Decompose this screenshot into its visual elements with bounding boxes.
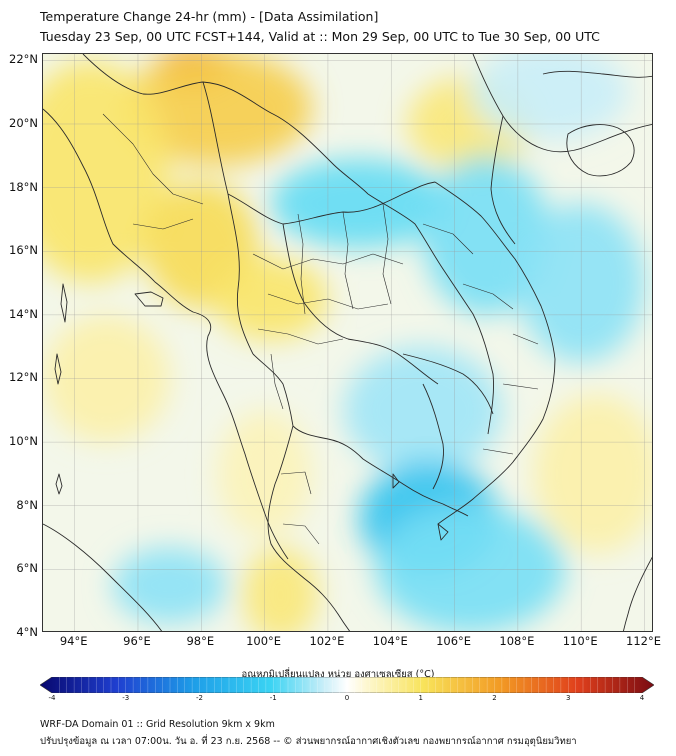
field-blob bbox=[242, 547, 319, 631]
lon-tick-label: 94°E bbox=[59, 634, 88, 648]
map-subtitle: Tuesday 23 Sep, 00 UTC FCST+144, Valid a… bbox=[40, 29, 600, 44]
lon-tick-label: 100°E bbox=[246, 634, 282, 648]
lat-tick-label: 12°N bbox=[9, 370, 38, 385]
lat-tick-label: 4°N bbox=[16, 625, 38, 639]
map-title: Temperature Change 24-hr (mm) - [Data As… bbox=[40, 9, 379, 24]
coastlines-and-borders bbox=[43, 54, 652, 631]
lon-tick-label: 102°E bbox=[309, 634, 345, 648]
lon-tick-label: 104°E bbox=[372, 634, 408, 648]
temperature-field-map bbox=[43, 54, 652, 631]
colorbar-tick-label: 2 bbox=[492, 694, 497, 702]
lat-tick-label: 10°N bbox=[9, 434, 38, 449]
colorbar-tick-label: 4 bbox=[639, 694, 645, 702]
lon-tick-label: 112°E bbox=[626, 634, 661, 648]
lat-tick-label: 8°N bbox=[16, 497, 38, 512]
map-panel bbox=[42, 53, 653, 632]
lon-tick-label: 98°E bbox=[186, 634, 215, 648]
lat-tick-label: 18°N bbox=[9, 179, 38, 194]
lat-tick-label: 14°N bbox=[9, 306, 38, 321]
lon-tick-label: 106°E bbox=[436, 634, 472, 648]
field-blob bbox=[343, 346, 503, 474]
field-blob bbox=[533, 394, 652, 554]
lat-tick-label: 16°N bbox=[9, 243, 38, 258]
colorbar-tick-label: -2 bbox=[196, 694, 203, 702]
lat-tick-label: 20°N bbox=[9, 115, 38, 130]
lat-tick-label: 6°N bbox=[16, 561, 38, 576]
colorbar-tick-label: 1 bbox=[418, 694, 423, 702]
lon-tick-label: 108°E bbox=[499, 634, 535, 648]
colorbar-tick-label: -4 bbox=[48, 694, 56, 702]
field-blob bbox=[470, 54, 629, 140]
lat-tick-label: 22°N bbox=[9, 52, 38, 67]
colorbar bbox=[40, 677, 654, 693]
colorbar-tick-label: 3 bbox=[566, 694, 571, 702]
graticule bbox=[43, 54, 652, 631]
field-blob bbox=[112, 547, 227, 624]
field-blob bbox=[375, 505, 566, 631]
lon-tick-label: 110°E bbox=[562, 634, 598, 648]
lon-tick-label: 96°E bbox=[123, 634, 151, 648]
field-blob bbox=[213, 257, 328, 341]
model-info: WRF-DA Domain 01 :: Grid Resolution 9km … bbox=[40, 719, 275, 730]
update-credit: ปรับปรุงข้อมูล ณ เวลา 07:00น. วัน อ. ที่… bbox=[40, 736, 577, 747]
colorbar-title: อุณหภูมิเปลี่ยนแปลง หน่วย องศาเซลเซียส (… bbox=[241, 669, 435, 680]
field-blob bbox=[270, 158, 449, 249]
colorbar-tick-label: 0 bbox=[344, 694, 350, 702]
colorbar-tick-label: -3 bbox=[122, 694, 130, 702]
colorbar-tick-label: -1 bbox=[269, 694, 277, 702]
